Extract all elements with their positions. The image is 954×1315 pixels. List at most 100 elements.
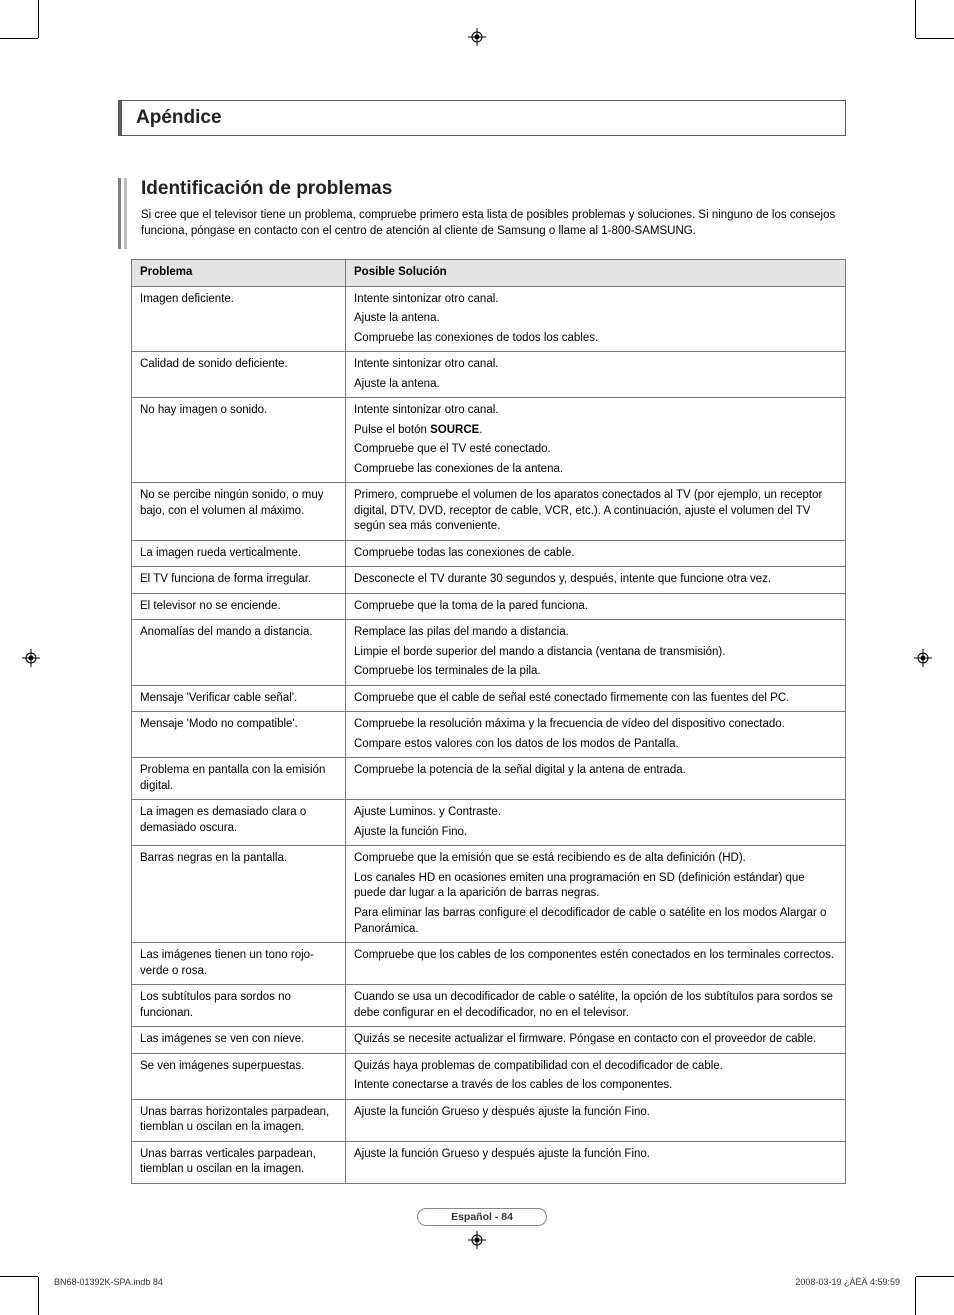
solution-cell: Desconecte el TV durante 30 segundos y, … (346, 567, 846, 594)
troubleshooting-table: Problema Posible Solución Imagen deficie… (131, 259, 846, 1184)
problem-cell: Unas barras verticales parpadean, tiembl… (132, 1141, 346, 1183)
solution-line: Pulse el botón SOURCE. (354, 423, 837, 439)
table-row: No se percibe ningún sonido, o muy bajo,… (132, 483, 846, 541)
footer-left: BN68-01392K-SPA.indb 84 (54, 1277, 163, 1287)
solution-line: Compruebe que la emisión que se está rec… (354, 851, 837, 867)
solution-line: Ajuste la antena. (354, 377, 837, 393)
table-row: Calidad de sonido deficiente.Intente sin… (132, 352, 846, 398)
registration-mark-icon (468, 28, 486, 46)
crop-mark (916, 38, 954, 39)
solution-cell: Compruebe la resolución máxima y la frec… (346, 712, 846, 758)
table-row: Las imágenes se ven con nieve.Quizás se … (132, 1027, 846, 1054)
solution-line: Remplace las pilas del mando a distancia… (354, 625, 837, 641)
problem-cell: Las imágenes se ven con nieve. (132, 1027, 346, 1054)
solution-cell: Quizás se necesite actualizar el firmwar… (346, 1027, 846, 1054)
solution-cell: Compruebe que el cable de señal esté con… (346, 685, 846, 712)
solution-cell: Intente sintonizar otro canal. Ajuste la … (346, 352, 846, 398)
solution-line: Quizás haya problemas de compatibilidad … (354, 1059, 837, 1075)
table-row: Los subtítulos para sordos no funcionan.… (132, 985, 846, 1027)
table-row: Barras negras en la pantalla. Compruebe q… (132, 846, 846, 943)
table-row: Imagen deficiente.Intente sintonizar otr… (132, 286, 846, 352)
solution-line: Intente sintonizar otro canal. (354, 403, 837, 419)
solution-cell: Intente sintonizar otro canal. Pulse el b… (346, 398, 846, 483)
solution-line: Compare estos valores con los datos de l… (354, 737, 837, 753)
problem-cell: El televisor no se enciende. (132, 593, 346, 620)
crop-mark (915, 0, 916, 38)
solution-line: Ajuste Luminos. y Contraste. (354, 805, 837, 821)
problem-cell: Las imágenes tienen un tono rojo-verde o… (132, 943, 346, 985)
solution-cell: Cuando se usa un decodificador de cable … (346, 985, 846, 1027)
solution-line: Intente conectarse a través de los cable… (354, 1078, 837, 1094)
solution-cell: Ajuste Luminos. y Contraste. Ajuste la fu… (346, 800, 846, 846)
problem-cell: La imagen rueda verticalmente. (132, 540, 346, 567)
intro-paragraph: Si cree que el televisor tiene un proble… (141, 208, 846, 239)
section-header: Apéndice (118, 100, 846, 136)
problem-cell: Se ven imágenes superpuestas. (132, 1053, 346, 1099)
solution-cell: Primero, compruebe el volumen de los apa… (346, 483, 846, 541)
solution-line: Desconecte el TV durante 30 segundos y, … (354, 572, 837, 588)
registration-mark-icon (468, 1231, 486, 1249)
solution-cell: Remplace las pilas del mando a distancia… (346, 620, 846, 686)
crop-mark (38, 1277, 39, 1315)
solution-line: Intente sintonizar otro canal. (354, 292, 837, 308)
solution-line: Intente sintonizar otro canal. (354, 357, 837, 373)
solution-line: Ajuste la función Grueso y después ajust… (354, 1105, 837, 1121)
table-row: La imagen es demasiado clara o demasiado… (132, 800, 846, 846)
page-content: Apéndice Identificación de problemas Si … (118, 100, 846, 1226)
table-row: Mensaje 'Verificar cable señal'. Comprueb… (132, 685, 846, 712)
crop-mark (0, 38, 38, 39)
table-row: Las imágenes tienen un tono rojo-verde o… (132, 943, 846, 985)
solution-cell: Intente sintonizar otro canal.Ajuste la … (346, 286, 846, 352)
solution-cell: Ajuste la función Grueso y después ajust… (346, 1141, 846, 1183)
solution-cell: Compruebe que la emisión que se está rec… (346, 846, 846, 943)
problem-cell: No se percibe ningún sonido, o muy bajo,… (132, 483, 346, 541)
problem-cell: Unas barras horizontales parpadean, tiem… (132, 1099, 346, 1141)
solution-line: Cuando se usa un decodificador de cable … (354, 990, 837, 1021)
footer-right: 2008-03-19 ¿ÀÈÄ 4:59:59 (795, 1277, 900, 1287)
solution-line: Compruebe que el cable de señal esté con… (354, 691, 837, 707)
table-row: El TV funciona de forma irregular. Descon… (132, 567, 846, 594)
solution-line: Compruebe la potencia de la señal digita… (354, 763, 837, 779)
registration-mark-icon (22, 649, 40, 667)
solution-line: Limpie el borde superior del mando a dis… (354, 645, 837, 661)
solution-line: Compruebe los terminales de la pila. (354, 664, 837, 680)
solution-line: Compruebe la resolución máxima y la frec… (354, 717, 837, 733)
solution-line: Compruebe las conexiones de todos los ca… (354, 331, 837, 347)
subtitle: Identificación de problemas (141, 178, 846, 200)
solution-line: Compruebe que los cables de los componen… (354, 948, 837, 964)
solution-line: Compruebe las conexiones de la antena. (354, 462, 837, 478)
table-row: Anomalías del mando a distancia. Remplace… (132, 620, 846, 686)
footer: BN68-01392K-SPA.indb 84 2008-03-19 ¿ÀÈÄ … (54, 1277, 900, 1287)
solution-line: Para eliminar las barras configure el de… (354, 906, 837, 937)
problem-cell: Mensaje 'Modo no compatible'. (132, 712, 346, 758)
solution-cell: Compruebe que la toma de la pared funcio… (346, 593, 846, 620)
crop-mark (916, 1276, 954, 1277)
problem-cell: Calidad de sonido deficiente. (132, 352, 346, 398)
problem-cell: Problema en pantalla con la emisión digi… (132, 758, 346, 800)
problem-cell: Mensaje 'Verificar cable señal'. (132, 685, 346, 712)
problem-cell: Anomalías del mando a distancia. (132, 620, 346, 686)
table-row: Mensaje 'Modo no compatible'. Compruebe l… (132, 712, 846, 758)
solution-cell: Quizás haya problemas de compatibilidad … (346, 1053, 846, 1099)
problem-cell: No hay imagen o sonido. (132, 398, 346, 483)
registration-mark-icon (914, 649, 932, 667)
table-row: Problema en pantalla con la emisión digi… (132, 758, 846, 800)
table-row: No hay imagen o sonido.Intente sintoniza… (132, 398, 846, 483)
solution-line: Compruebe que el TV esté conectado. (354, 442, 837, 458)
accent-bar (118, 178, 121, 249)
problem-cell: Imagen deficiente. (132, 286, 346, 352)
solution-cell: Ajuste la función Grueso y después ajust… (346, 1099, 846, 1141)
table-row: Se ven imágenes superpuestas. Quizás haya… (132, 1053, 846, 1099)
solution-line: Compruebe que la toma de la pared funcio… (354, 599, 837, 615)
solution-cell: Compruebe la potencia de la señal digita… (346, 758, 846, 800)
solution-line: Ajuste la función Fino. (354, 825, 837, 841)
problem-cell: Los subtítulos para sordos no funcionan. (132, 985, 346, 1027)
problem-cell: Barras negras en la pantalla. (132, 846, 346, 943)
solution-line: Ajuste la función Grueso y después ajust… (354, 1147, 837, 1163)
problem-cell: El TV funciona de forma irregular. (132, 567, 346, 594)
crop-mark (0, 1276, 38, 1277)
problem-cell: La imagen es demasiado clara o demasiado… (132, 800, 346, 846)
page-number-badge: Español - 84 (417, 1208, 547, 1226)
column-header-solution: Posible Solución (346, 260, 846, 287)
table-row: Unas barras verticales parpadean, tiembl… (132, 1141, 846, 1183)
